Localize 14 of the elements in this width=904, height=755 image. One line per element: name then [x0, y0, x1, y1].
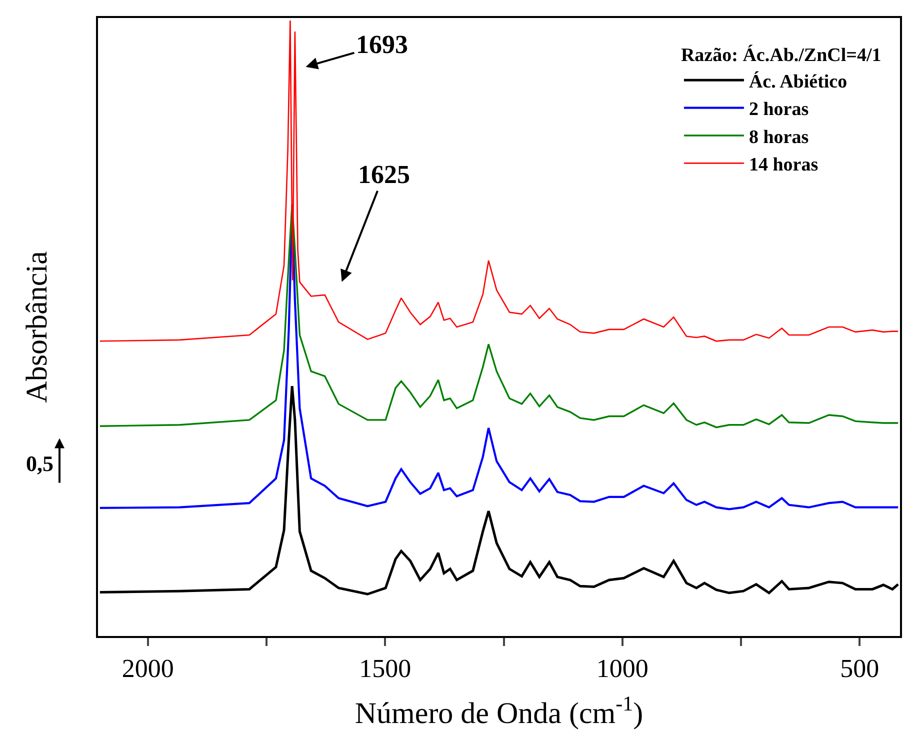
x-tick-label: 1500: [359, 654, 412, 684]
x-tick-label: 1000: [596, 654, 648, 684]
legend-label: 8 horas: [748, 126, 809, 148]
text: 0,5: [26, 451, 54, 476]
x-tick-label: 2000: [122, 654, 174, 684]
x-tick-label: 500: [840, 654, 880, 684]
y-axis-title: Absorbância: [20, 251, 54, 403]
legend-title: Razão: Ác.Ab./ZnCl=4/1: [680, 44, 882, 66]
legend-label: Ác. Abiético: [748, 70, 848, 92]
annotation: 1693: [356, 30, 408, 59]
legend-label: 14 horas: [748, 154, 818, 176]
legend-label: 2 horas: [748, 99, 809, 120]
x-axis-title: Número de Onda (cm$^{-1}$): [354, 692, 644, 730]
annotation: 1625: [358, 160, 410, 189]
